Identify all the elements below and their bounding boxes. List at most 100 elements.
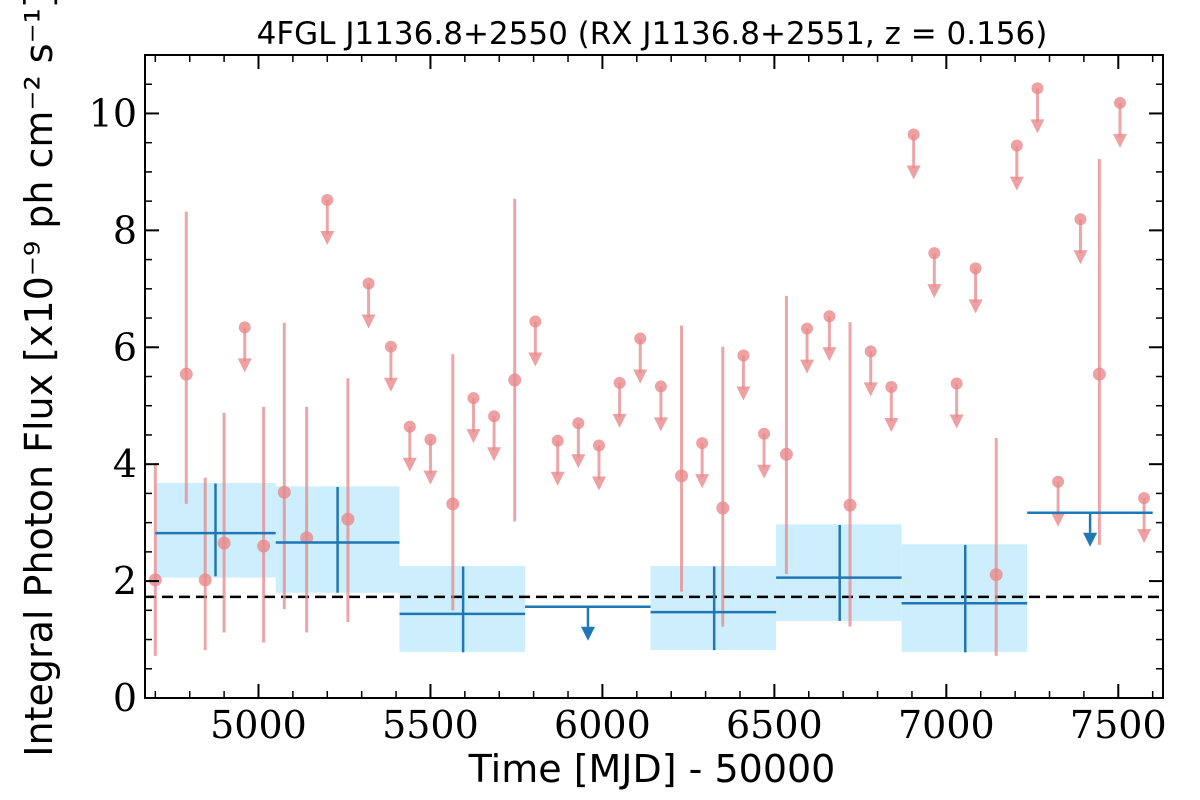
short-upper-limit-point (613, 376, 626, 389)
short-upper-limit-point (1138, 492, 1151, 505)
short-upper-limit-point (1114, 96, 1127, 109)
short-data-point (716, 501, 730, 515)
y-tick-label: 4 (113, 442, 137, 486)
short-upper-limit-head (1073, 250, 1088, 265)
short-upper-limit-head (1051, 512, 1066, 527)
short-upper-limit-head (1030, 119, 1045, 134)
short-upper-limit-head (612, 413, 627, 428)
short-upper-limit-head (487, 447, 502, 462)
x-axis-label: Time [MJD] - 50000 (468, 747, 836, 791)
short-upper-limit-head (949, 414, 964, 429)
short-upper-limit-head (884, 418, 899, 433)
short-upper-limit-point (864, 345, 877, 358)
short-upper-limit-point (321, 193, 334, 206)
short-upper-limit-point (424, 433, 437, 446)
short-data-point (148, 573, 162, 587)
short-upper-limit-point (654, 380, 667, 393)
y-tick-label: 2 (113, 559, 137, 603)
y-axis-label: Integral Photon Flux [x10⁻⁹ ph cm⁻² s⁻¹] (17, 0, 61, 757)
short-upper-limit-point (696, 437, 709, 450)
short-upper-limit-point (801, 322, 814, 335)
short-upper-limit-head (653, 417, 668, 432)
short-upper-limit-head (423, 470, 438, 485)
x-tick-label: 5000 (210, 703, 307, 747)
short-upper-limit-point (928, 247, 941, 260)
short-data-point (446, 497, 460, 511)
short-data-point (277, 485, 291, 499)
short-upper-limit-point (907, 128, 920, 141)
x-tick-label: 7000 (898, 703, 995, 747)
short-data-point (257, 539, 271, 553)
short-upper-limit-head (361, 314, 376, 329)
y-tick-label: 6 (113, 325, 137, 369)
x-tick-label: 7500 (1070, 703, 1167, 747)
short-upper-limit-point (737, 349, 750, 362)
chart-title: 4FGL J1136.8+2550 (RX J1136.8+2551, z = … (257, 16, 1048, 52)
short-upper-limit-head (822, 347, 837, 362)
x-tick-label: 6000 (554, 703, 651, 747)
short-upper-limit-point (551, 434, 564, 447)
short-data-point (675, 469, 689, 483)
short-data-point (779, 447, 793, 461)
short-series-group (148, 82, 1152, 656)
short-upper-limit-point (950, 377, 963, 390)
short-upper-limit-head (237, 358, 252, 373)
long-upper-limit-head (1083, 532, 1098, 547)
short-upper-limit-head (528, 352, 543, 367)
short-upper-limit-point (403, 420, 416, 433)
y-tick-label: 8 (113, 208, 137, 252)
short-upper-limit-point (1031, 82, 1044, 95)
short-upper-limit-point (634, 332, 647, 345)
long-series-group (155, 483, 1153, 653)
short-data-point (843, 498, 857, 512)
short-upper-limit-point (384, 340, 397, 353)
short-upper-limit-point (467, 392, 480, 405)
short-upper-limit-point (885, 381, 898, 394)
short-upper-limit-head (550, 471, 565, 486)
short-upper-limit-point (488, 410, 501, 423)
short-data-point (989, 568, 1003, 582)
short-upper-limit-head (1137, 529, 1152, 544)
short-data-point (217, 536, 231, 550)
axis-ticks-group: 5000 5500 6000 6500 7000 7500 0 2 4 6 8 10 (89, 55, 1167, 747)
short-upper-limit-head (927, 284, 942, 299)
short-upper-limit-head (466, 429, 481, 444)
short-upper-limit-head (736, 386, 751, 401)
short-upper-limit-point (758, 427, 771, 440)
short-upper-limit-head (968, 299, 983, 314)
y-tick-label: 0 (113, 676, 137, 720)
short-data-point (508, 373, 522, 387)
short-upper-limit-point (592, 439, 605, 452)
short-upper-limit-head (695, 474, 710, 489)
x-tick-label: 5500 (382, 703, 479, 747)
short-upper-limit-head (1113, 133, 1128, 148)
short-upper-limit-head (863, 382, 878, 397)
short-upper-limit-point (969, 262, 982, 275)
short-upper-limit-head (571, 454, 586, 469)
short-upper-limit-point (529, 315, 542, 328)
short-upper-limit-head (1009, 176, 1024, 191)
short-upper-limit-head (591, 476, 606, 491)
short-upper-limit-point (362, 277, 375, 290)
short-data-point (1092, 367, 1106, 381)
short-upper-limit-point (1074, 213, 1087, 226)
short-data-point (300, 531, 314, 545)
short-upper-limit-head (633, 369, 648, 384)
short-data-point (341, 512, 355, 526)
short-upper-limit-head (320, 230, 335, 245)
short-upper-limit-point (823, 310, 836, 323)
x-tick-label: 6500 (726, 703, 823, 747)
short-upper-limit-point (1052, 475, 1065, 488)
short-upper-limit-head (402, 457, 417, 472)
short-upper-limit-point (238, 321, 251, 334)
short-data-point (179, 367, 193, 381)
short-upper-limit-head (800, 359, 815, 374)
short-upper-limit-head (383, 377, 398, 392)
short-upper-limit-head (757, 464, 772, 479)
short-upper-limit-point (572, 417, 585, 430)
y-tick-label: 10 (89, 91, 137, 135)
short-upper-limit-point (1010, 139, 1023, 152)
short-upper-limit-head (906, 165, 921, 180)
short-data-point (198, 573, 212, 587)
